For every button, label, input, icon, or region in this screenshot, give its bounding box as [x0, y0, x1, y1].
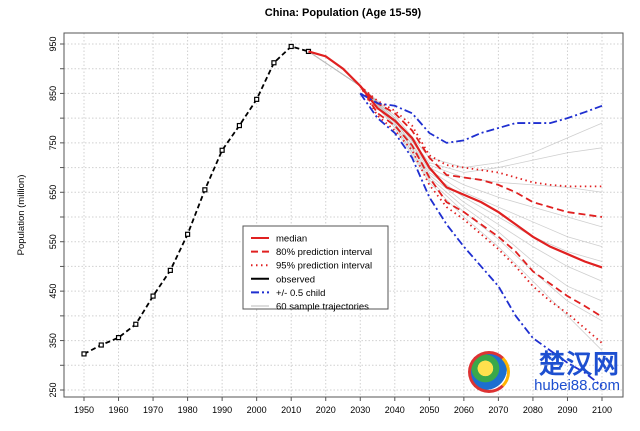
legend-label: median: [276, 234, 307, 245]
legend-label: +/- 0.5 child: [276, 288, 325, 299]
x-tick-label: 2010: [281, 405, 301, 415]
legend: median 80% prediction interval 95% predict…: [242, 225, 389, 313]
x-tick-label: 2090: [557, 405, 577, 415]
x-tick-label: 1950: [74, 405, 94, 415]
observed-point: [236, 122, 242, 129]
x-tick-label: 2060: [454, 405, 474, 415]
0-5-child-lower-line: [359, 92, 603, 387]
y-tick-label: 250: [48, 382, 58, 397]
observed-point: [185, 231, 191, 237]
grid: [64, 33, 623, 397]
observed-point: [81, 351, 87, 357]
observed-point: [133, 321, 139, 327]
x-tick-label: 2070: [488, 405, 508, 415]
y-tick-label: 450: [48, 284, 58, 299]
legend-label: 95% prediction interval: [276, 261, 372, 272]
observed-point: [219, 147, 225, 153]
legend-box: [242, 225, 389, 310]
sample-trajectory: [308, 51, 603, 193]
y-tick-label: 950: [48, 36, 58, 51]
80-prediction-interval-line: [359, 85, 603, 218]
observed-point: [115, 335, 122, 341]
observed-point: [98, 342, 104, 348]
series-lines: [81, 43, 603, 387]
observed-line: [83, 45, 309, 355]
observed-point: [254, 96, 260, 102]
x-tick-label: 1960: [109, 405, 129, 415]
observed-point: [202, 187, 208, 193]
0-5-child-line: [359, 92, 603, 144]
legend-label: observed: [276, 274, 315, 285]
plot-frame: [63, 32, 624, 398]
y-tick-label: 650: [48, 185, 58, 200]
chart-title: China: Population (Age 15-59): [265, 7, 422, 19]
observed-point: [271, 60, 277, 66]
watermark-en: hubei88.com: [534, 377, 620, 394]
y-tick-label: 850: [48, 86, 58, 101]
observed-point: [150, 293, 156, 299]
y-tick-label: 750: [48, 135, 58, 150]
watermark-cn: 楚汉网: [538, 350, 620, 380]
observed-point: [288, 43, 294, 50]
x-tick-label: 2000: [247, 405, 267, 415]
y-tick-label: 350: [48, 333, 58, 348]
x-tick-label: 1980: [178, 405, 198, 415]
x-tick-label: 2040: [385, 405, 405, 415]
x-tick-label: 2080: [523, 405, 543, 415]
axes: 1950 1960 1970 1980 1990 2000 2010 2020 2030 2040…: [48, 32, 624, 415]
x-tick-label: 2030: [350, 405, 370, 415]
legend-label: 80% prediction interval: [276, 247, 372, 258]
sample-trajectory: [308, 51, 603, 173]
median-line: [308, 50, 603, 269]
x-tick-label: 1990: [212, 405, 232, 415]
95-prediction-interval-line: [359, 85, 602, 188]
watermark-logo-icon: [468, 351, 510, 393]
80-prediction-interval-lower-line: [359, 85, 603, 318]
x-tick-label: 1970: [143, 405, 163, 415]
x-tick-label: 2100: [592, 405, 612, 415]
x-tick-label: 2020: [316, 405, 336, 415]
y-tick-label: 550: [48, 234, 58, 249]
y-axis-label: Population (million): [16, 175, 27, 256]
x-tick-label: 2050: [419, 405, 439, 415]
watermark: 楚汉网 hubei88.com: [534, 352, 620, 393]
legend-label: 60 sample trajectories: [276, 302, 369, 313]
95-prediction-interval-lower-line: [359, 85, 603, 344]
observed-point: [167, 267, 173, 273]
